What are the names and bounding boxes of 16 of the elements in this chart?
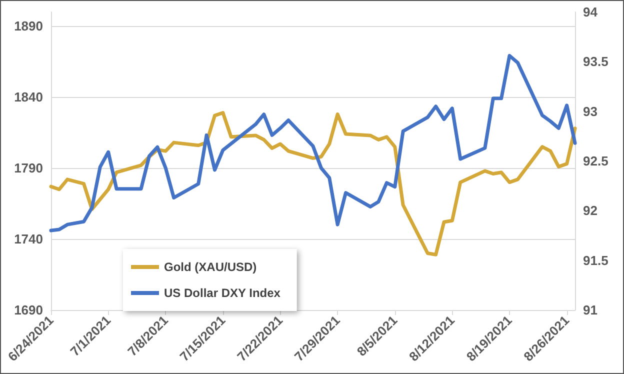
y-tick-label: 1890 xyxy=(14,18,43,34)
y2-tick-label: 93.5 xyxy=(583,54,608,70)
legend-label: Gold (XAU/USD) xyxy=(164,260,257,274)
y-tick-label: 1790 xyxy=(14,160,43,176)
y2-tick-label: 93 xyxy=(583,104,598,119)
y-tick-label: 1690 xyxy=(14,302,43,318)
legend-label: US Dollar DXY Index xyxy=(164,286,281,300)
y2-tick-label: 91 xyxy=(583,302,598,318)
y2-tick-label: 92 xyxy=(583,203,598,218)
y2-tick-label: 91.5 xyxy=(583,252,608,268)
line-series xyxy=(49,111,577,256)
y-tick-label: 1840 xyxy=(14,90,43,105)
y2-tick-label: 94 xyxy=(583,4,598,20)
y2-tick-label: 92.5 xyxy=(583,154,608,168)
y-tick-label: 1740 xyxy=(14,232,43,247)
line-series xyxy=(49,54,577,232)
